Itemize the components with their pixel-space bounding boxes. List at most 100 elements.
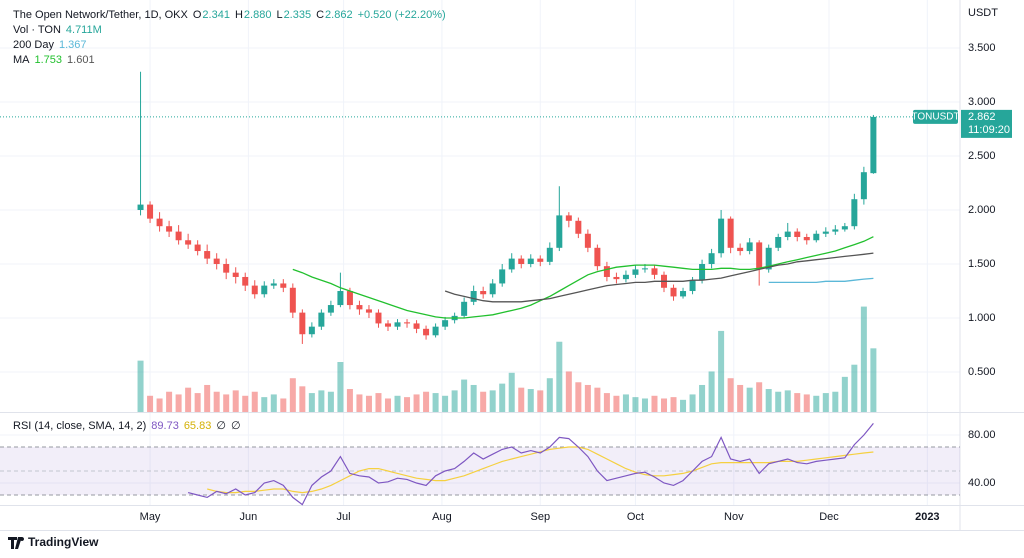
volume-bar [232,390,239,412]
volume-bar [518,387,525,412]
candle-body [213,258,220,265]
volume-bar [651,395,658,412]
volume-bar [546,378,553,412]
y-tick-label: 1.500 [968,258,996,270]
candle-body [318,312,325,327]
symbol-box [913,109,958,124]
volume-bar [832,391,839,412]
volume-bar [860,306,867,412]
candle-body [261,285,268,295]
volume-bar [337,362,344,412]
volume-legend-item: 4.711M [66,24,102,36]
candle-body [613,276,620,280]
header-legend: The Open Network/Tether, 1D, OKX O2.341 H2… [13,9,446,21]
y-tick-label: 2.000 [968,204,996,216]
volume-bar [803,394,810,412]
volume-legend-item: Vol · TON [13,24,61,36]
ma-legend-item: 1.753 [35,54,63,66]
volume-bar [794,393,801,412]
volume-bar [442,395,449,412]
header-legend-item: O [193,9,202,21]
candle-body [423,328,430,336]
volume-bar [175,394,182,412]
volume-bar [841,376,848,412]
candle-body [147,204,154,219]
candle-body [603,266,610,277]
volume-bar [451,390,458,412]
candle-body [584,233,591,248]
volume-bar [584,384,591,412]
header-legend-item: 2.341 [202,9,230,21]
volume-bar [508,372,515,412]
volume-bar [813,395,820,412]
volume-bar [356,394,363,412]
candle-body [508,258,515,270]
candle-body [346,291,353,306]
candle-body [727,218,734,248]
candle-body [832,229,839,232]
candle-body [775,237,782,248]
volume-bar [775,391,782,412]
candle-body [356,305,363,310]
candle-body [575,220,582,234]
volume-bar [432,393,439,412]
volume-bar [166,391,173,412]
volume-bar [299,386,306,412]
candle-body [194,244,201,252]
rsi-legend-item: 89.73 [151,420,179,432]
candle-body [841,226,848,230]
candle-body [499,269,506,284]
candle-body [137,204,144,210]
x-tick-label: Jun [240,511,258,523]
rsi-tick-label: 80.00 [968,429,996,441]
candle-body [708,253,715,265]
y-tick-label: 0.500 [968,366,996,378]
volume-bar [423,391,430,412]
volume-bar [384,398,391,412]
volume-bar [784,390,791,412]
candle-body [537,258,544,262]
candle-body [860,172,867,200]
header-legend-item: 2.862 [325,9,353,21]
candle-body [185,240,192,245]
volume-bar [708,371,715,412]
price-label: 2.862 [968,111,996,123]
x-tick-label: Nov [724,511,744,523]
volume-bar [251,391,258,412]
volume-bar [727,378,734,412]
candle-body [461,301,468,316]
candle-body [851,199,858,227]
rsi-sma-line [207,446,874,494]
ma-legend: MA 1.753 1.601 [13,54,95,66]
y-tick-label: 3.000 [968,96,996,108]
volume-bar [689,394,696,412]
candle-body [480,291,487,295]
volume-bar [404,397,411,412]
logo-icon [8,537,25,549]
candle-body [565,215,572,221]
header-legend-item: +0.520 (+22.20%) [358,9,446,21]
volume-bar [394,395,401,412]
candle-body [327,305,334,313]
ma-line [292,236,874,319]
header-legend-item: L [276,9,282,21]
symbol-label: TONUSDT [911,112,959,123]
volume-bar [718,330,725,412]
volume-bar [527,389,534,412]
header-legend-item: 2.880 [244,9,272,21]
volume-legend: Vol · TON 4.711M [13,24,102,36]
volume-bar [365,395,372,412]
y-tick-label: 1.000 [968,312,996,324]
candle-body [794,231,801,238]
candle-body [299,312,306,335]
candle-body [251,285,258,295]
volume-bar [575,382,582,412]
x-tick-label: May [140,511,161,523]
candle-body [365,309,372,313]
ma-legend: 200 Day 1.367 [13,39,87,51]
x-tick-label: Jul [337,511,351,523]
volume-bar [375,393,382,412]
ma-legend-item: MA [13,54,30,66]
